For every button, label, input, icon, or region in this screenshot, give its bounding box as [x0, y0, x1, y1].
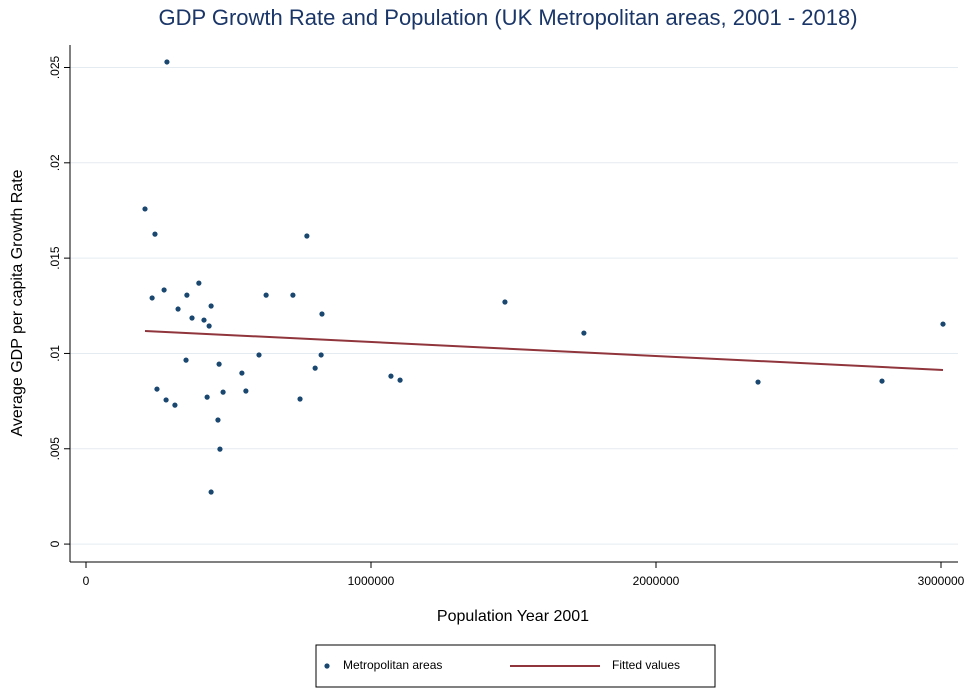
point — [183, 357, 189, 363]
y-tick-label: 0 — [48, 540, 62, 547]
y-tick-label: .015 — [48, 246, 62, 270]
point — [290, 292, 296, 298]
point — [502, 299, 508, 305]
point — [149, 295, 155, 301]
point — [217, 446, 223, 452]
point — [581, 330, 587, 336]
chart-title: GDP Growth Rate and Population (UK Metro… — [158, 5, 857, 30]
x-tick-label: 1000000 — [348, 574, 395, 588]
point — [397, 377, 403, 383]
y-tick-label: .005 — [48, 437, 62, 461]
fitted-line — [144, 329, 944, 372]
point — [239, 370, 245, 376]
point — [164, 59, 170, 65]
legend-marker — [324, 663, 330, 669]
point — [879, 378, 885, 384]
point — [204, 394, 210, 400]
point — [263, 292, 269, 298]
point — [304, 233, 310, 239]
point — [154, 386, 160, 392]
x-tick-label: 0 — [83, 574, 90, 588]
point — [319, 311, 325, 317]
point — [142, 206, 148, 212]
point — [201, 317, 207, 323]
point — [175, 306, 181, 312]
point — [940, 321, 946, 327]
point — [220, 389, 226, 395]
point — [184, 292, 190, 298]
point — [216, 361, 222, 367]
x-tick-label: 2000000 — [633, 574, 680, 588]
point — [172, 402, 178, 408]
y-tick-label: .01 — [48, 345, 62, 362]
y-tick-label: .025 — [48, 55, 62, 79]
x-tick-label: 3000000 — [918, 574, 965, 588]
point — [256, 352, 262, 358]
y-tick-label: .02 — [48, 154, 62, 171]
legend-label: Metropolitan areas — [343, 658, 442, 672]
legend-label: Fitted values — [612, 658, 680, 672]
point — [388, 373, 394, 379]
point — [208, 303, 214, 309]
x-axis-label: Population Year 2001 — [437, 608, 589, 625]
point — [206, 323, 212, 329]
point — [163, 397, 169, 403]
point — [243, 388, 249, 394]
point — [196, 280, 202, 286]
point — [215, 417, 221, 423]
point — [189, 315, 195, 321]
point — [312, 365, 318, 371]
point — [152, 231, 158, 237]
point — [161, 287, 167, 293]
y-axis-label: Average GDP per capita Growth Rate — [9, 169, 26, 436]
point — [318, 352, 324, 358]
point — [755, 379, 761, 385]
point — [208, 489, 214, 495]
point — [297, 396, 303, 402]
